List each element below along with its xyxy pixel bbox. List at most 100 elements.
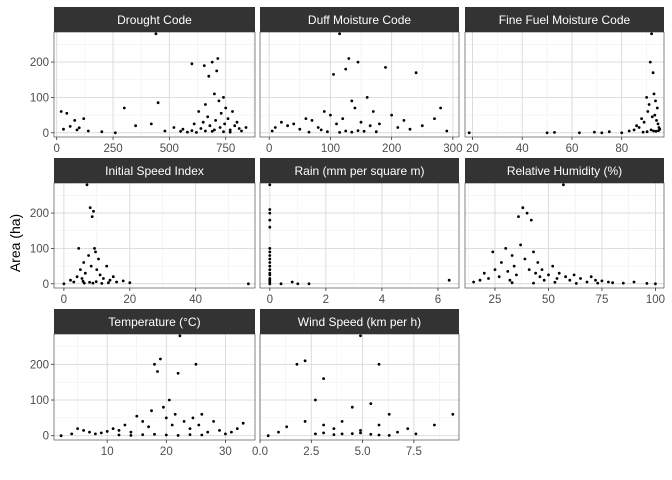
x-tick-label: 30 [219,446,232,458]
y-tick-label: 100 [30,92,49,104]
panel-border [464,182,665,289]
panel-border [53,333,256,441]
data-point [190,62,194,66]
data-point [642,120,646,124]
data-point [121,279,125,283]
data-point [632,280,636,284]
x-tick-label: 60 [566,143,579,155]
data-point [574,282,578,285]
x-tick-label: 500 [160,143,179,155]
y-tick-label: 200 [30,208,49,220]
data-point [296,282,300,286]
data-point [223,122,227,126]
data-point [292,122,296,126]
data-point [482,271,486,275]
data-point [557,271,561,275]
data-point [200,412,204,416]
data-point [88,206,92,210]
data-point [504,247,508,250]
data-point [562,183,565,187]
data-point [163,129,167,133]
data-point [204,129,207,133]
y-tick-label: 0 [43,431,49,443]
data-point [108,278,112,282]
data-point [568,278,572,282]
panel-border [259,31,460,138]
data-point [167,398,171,402]
data-point [268,218,272,222]
data-point [295,362,299,366]
data-point [356,129,360,133]
x-tick-label: 0 [266,143,272,155]
data-point [164,433,168,437]
data-point [194,362,198,366]
data-point [377,423,381,427]
panel-6: Temperature (°C) 10 20 30 0 100 200 [30,309,256,458]
data-point [141,433,145,436]
data-point [162,405,165,409]
data-point [515,273,518,277]
x-tick-label: 2 [323,294,329,306]
data-point [433,117,436,120]
data-point [273,126,277,129]
data-point [532,250,535,254]
data-point [102,277,105,280]
data-point [240,129,243,133]
data-point [219,111,223,115]
data-point [472,280,475,284]
data-point [268,268,272,271]
data-point [156,101,160,105]
data-point [340,420,344,423]
data-point [89,264,93,268]
data-point [445,129,449,133]
y-tick-label: 100 [30,395,49,407]
data-point [439,106,442,110]
data-point [224,432,227,436]
data-point [150,409,153,413]
data-point [497,275,501,279]
data-point [213,92,216,96]
data-point [519,243,522,247]
data-point [356,60,360,64]
data-point [350,99,354,103]
data-point [105,264,109,268]
x-tick-label: 100 [646,294,665,306]
data-point [206,115,210,119]
data-point [178,334,182,338]
panel-5: Relative Humidity (%) 25 50 75 100 [464,158,665,306]
data-point [268,280,272,284]
data-point [340,432,344,436]
data-point [314,398,317,402]
data-point [135,414,139,418]
data-point [277,430,280,434]
x-tick-label: 50 [542,294,555,306]
data-point [173,412,177,416]
data-point [620,131,624,135]
data-point [87,254,90,257]
data-point [85,183,89,187]
data-point [68,125,72,128]
data-point [129,430,133,434]
data-point [326,130,329,134]
data-point [179,129,183,133]
facet-title: Fine Fuel Moisture Code [499,13,631,27]
data-point [303,359,307,363]
data-point [65,111,69,115]
data-point [645,130,649,134]
data-point [607,280,610,284]
data-point [201,120,205,124]
data-point [73,119,77,122]
data-point [62,127,65,131]
data-point [593,130,596,134]
data-point [542,278,546,282]
facet-title: Relative Humidity (%) [507,164,622,178]
data-point [344,129,348,133]
data-point [204,103,207,106]
data-point [83,271,87,275]
data-point [350,405,354,409]
data-point [433,423,436,427]
x-tick-label: 750 [216,143,235,155]
data-point [652,92,656,96]
data-point [332,427,336,430]
